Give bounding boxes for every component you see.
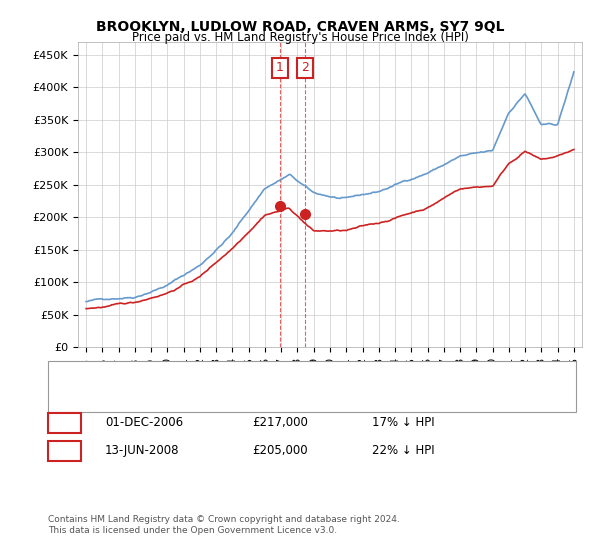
Text: 22% ↓ HPI: 22% ↓ HPI (372, 444, 434, 458)
Text: 17% ↓ HPI: 17% ↓ HPI (372, 416, 434, 430)
Text: Contains HM Land Registry data © Crown copyright and database right 2024.
This d: Contains HM Land Registry data © Crown c… (48, 515, 400, 535)
Text: 13-JUN-2008: 13-JUN-2008 (105, 444, 179, 458)
Text: 1: 1 (60, 416, 69, 430)
Text: HPI: Average price, detached house, Shropshire: HPI: Average price, detached house, Shro… (117, 391, 366, 401)
Text: £205,000: £205,000 (252, 444, 308, 458)
Text: 01-DEC-2006: 01-DEC-2006 (105, 416, 183, 430)
Text: ——: —— (78, 368, 109, 382)
Text: BROOKLYN, LUDLOW ROAD, CRAVEN ARMS, SY7 9QL (detached house): BROOKLYN, LUDLOW ROAD, CRAVEN ARMS, SY7 … (117, 370, 484, 380)
Text: 1: 1 (276, 62, 284, 74)
Text: 2: 2 (301, 62, 309, 74)
Text: 2: 2 (60, 444, 69, 458)
Text: ——: —— (78, 389, 109, 403)
Text: Price paid vs. HM Land Registry's House Price Index (HPI): Price paid vs. HM Land Registry's House … (131, 31, 469, 44)
Text: BROOKLYN, LUDLOW ROAD, CRAVEN ARMS, SY7 9QL: BROOKLYN, LUDLOW ROAD, CRAVEN ARMS, SY7 … (96, 20, 504, 34)
Text: £217,000: £217,000 (252, 416, 308, 430)
